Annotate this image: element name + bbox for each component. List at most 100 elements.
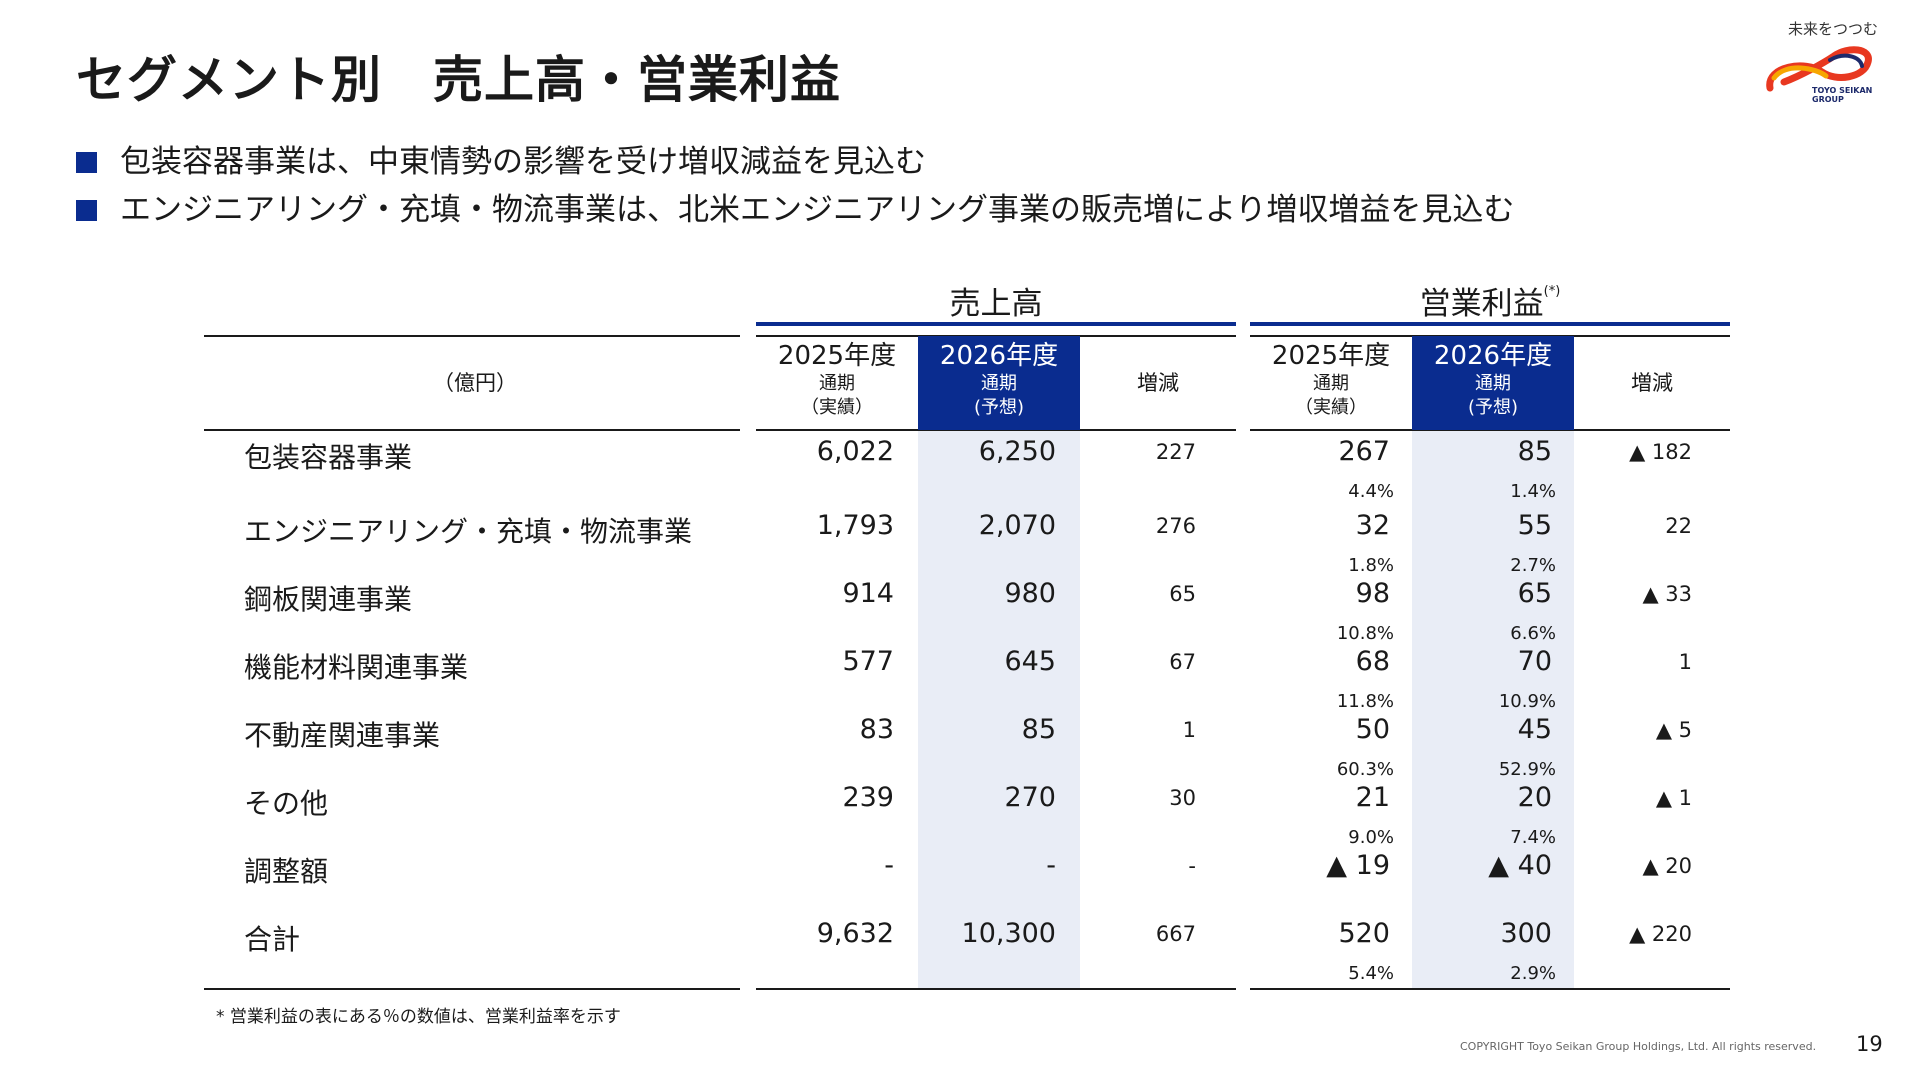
cell-sd: 276 <box>1155 514 1196 538</box>
logo-swirl-icon <box>1766 46 1872 92</box>
group-rule <box>1250 322 1730 326</box>
cell-s25: 6,022 <box>816 436 894 467</box>
logo-name: TOYO SEIKAN GROUP <box>1812 86 1873 104</box>
cell-s26: 270 <box>1004 782 1056 813</box>
cell-p26: 55 <box>1517 510 1552 541</box>
cell-pd: ▲ 20 <box>1642 854 1692 878</box>
footnote: * 営業利益の表にある％の数値は、営業利益率を示す <box>216 1007 621 1027</box>
cell-p25: ▲ 19 <box>1326 850 1390 881</box>
copyright: COPYRIGHT Toyo Seikan Group Holdings, Lt… <box>1460 1040 1817 1053</box>
cell-p25: 520 <box>1338 918 1390 949</box>
cell-m25: 60.3% <box>1336 759 1394 780</box>
cell-s25: 9,632 <box>816 918 894 949</box>
table-rule <box>1250 988 1730 990</box>
cell-m26: 7.4% <box>1510 827 1556 848</box>
table-rule <box>204 429 740 431</box>
segment-label: 鋼板関連事業 <box>244 583 413 616</box>
summary-bullets: 包装容器事業は、中東情勢の影響を受け増収減益を見込む エンジニアリング・充填・物… <box>76 138 1514 234</box>
slide-title: セグメント別 売上高・営業利益 <box>76 51 841 109</box>
cell-m26: 2.7% <box>1510 555 1556 576</box>
cell-s25: 914 <box>842 578 894 609</box>
cell-p25: 68 <box>1355 646 1390 677</box>
cell-p26: 85 <box>1517 436 1552 467</box>
cell-s26: - <box>1046 850 1056 881</box>
header-profit-fy2025: 2025年度 通期 （実績） <box>1271 341 1391 418</box>
cell-sd: 1 <box>1182 718 1196 742</box>
cell-m25: 9.0% <box>1348 827 1394 848</box>
cell-pd: ▲ 182 <box>1629 440 1692 464</box>
group-rule <box>756 322 1236 326</box>
cell-s26: 2,070 <box>978 510 1056 541</box>
cell-m25: 4.4% <box>1348 481 1394 502</box>
header-sales-change: 増減 <box>1137 371 1179 395</box>
cell-s26: 6,250 <box>978 436 1056 467</box>
table-rule <box>756 429 1236 431</box>
cell-m25: 1.8% <box>1348 555 1394 576</box>
cell-sd: 30 <box>1169 786 1196 810</box>
cell-s25: - <box>884 850 894 881</box>
cell-p26: 70 <box>1517 646 1552 677</box>
cell-pd: 1 <box>1678 650 1692 674</box>
segment-label: その他 <box>244 787 329 820</box>
cell-m25: 11.8% <box>1336 691 1394 712</box>
header-highlight-box <box>918 336 1080 430</box>
header-profit-change: 増減 <box>1631 371 1673 395</box>
segment-label: エンジニアリング・充填・物流事業 <box>244 515 693 548</box>
cell-s25: 83 <box>859 714 894 745</box>
table-rule <box>204 988 740 990</box>
cell-m26: 10.9% <box>1498 691 1556 712</box>
cell-sd: - <box>1188 854 1196 878</box>
cell-p25: 98 <box>1355 578 1390 609</box>
bullet-square-icon <box>76 152 97 173</box>
header-sales-fy2026: 2026年度 通期 (予想) <box>939 341 1059 418</box>
cell-p26: 300 <box>1500 918 1552 949</box>
cell-pd: ▲ 33 <box>1642 582 1692 606</box>
cell-m26: 2.9% <box>1510 963 1556 984</box>
header-sales-fy2025: 2025年度 通期 （実績） <box>777 341 897 418</box>
cell-s26: 645 <box>1004 646 1056 677</box>
cell-sd: 667 <box>1155 922 1196 946</box>
cell-p26: ▲ 40 <box>1488 850 1552 881</box>
cell-pd: ▲ 5 <box>1655 718 1692 742</box>
cell-pd: 22 <box>1665 514 1692 538</box>
forecast-column-highlight <box>918 430 1080 990</box>
cell-pd: ▲ 1 <box>1655 786 1692 810</box>
cell-s25: 239 <box>842 782 894 813</box>
table-rule <box>1250 429 1730 431</box>
segment-label: 不動産関連事業 <box>244 719 441 752</box>
bullet-item: 包装容器事業は、中東情勢の影響を受け増収減益を見込む <box>76 138 1514 186</box>
cell-p25: 21 <box>1355 782 1390 813</box>
cell-p25: 50 <box>1355 714 1390 745</box>
cell-m25: 10.8% <box>1336 623 1394 644</box>
cell-m26: 52.9% <box>1498 759 1556 780</box>
cell-s26: 980 <box>1004 578 1056 609</box>
group-header-profit: 営業利益(*) <box>1419 284 1561 322</box>
segment-label: 機能材料関連事業 <box>244 651 469 684</box>
cell-p26: 65 <box>1517 578 1552 609</box>
cell-m26: 1.4% <box>1510 481 1556 502</box>
table-rule <box>756 988 1236 990</box>
cell-p25: 32 <box>1355 510 1390 541</box>
cell-p26: 45 <box>1517 714 1552 745</box>
cell-sd: 67 <box>1169 650 1196 674</box>
cell-s25: 1,793 <box>816 510 894 541</box>
cell-pd: ▲ 220 <box>1629 922 1692 946</box>
cell-p25: 267 <box>1338 436 1390 467</box>
page-number: 19 <box>1856 1032 1883 1056</box>
group-header-sales: 売上高 <box>949 286 1043 322</box>
cell-p26: 20 <box>1517 782 1552 813</box>
segment-label: 調整額 <box>244 855 329 888</box>
cell-s26: 85 <box>1021 714 1056 745</box>
header-highlight-box <box>1412 336 1574 430</box>
unit-label: （億円） <box>433 371 517 395</box>
company-logo: 未来をつつむ TOYO SEIKAN GROUP <box>1760 16 1890 106</box>
bullet-item: エンジニアリング・充填・物流事業は、北米エンジニアリング事業の販売増により増収増… <box>76 186 1514 234</box>
forecast-column-highlight <box>1412 430 1574 990</box>
header-profit-fy2026: 2026年度 通期 (予想) <box>1433 341 1553 418</box>
cell-s26: 10,300 <box>961 918 1056 949</box>
segment-label: 合計 <box>244 923 301 956</box>
table-rule <box>204 335 740 337</box>
cell-m25: 5.4% <box>1348 963 1394 984</box>
bullet-square-icon <box>76 200 97 221</box>
cell-sd: 65 <box>1169 582 1196 606</box>
